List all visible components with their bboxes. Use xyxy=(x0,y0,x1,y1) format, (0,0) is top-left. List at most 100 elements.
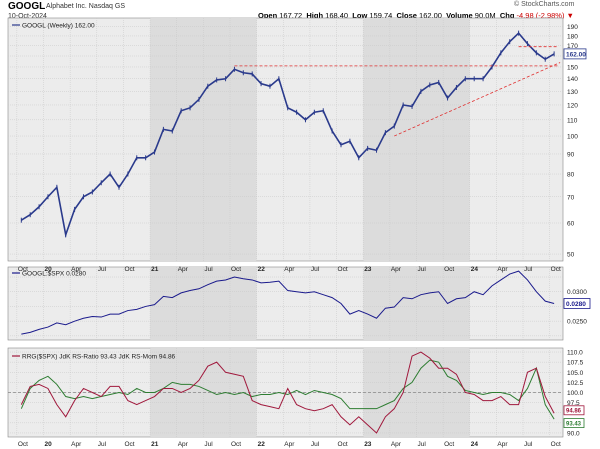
x-axis-tick-label: Oct xyxy=(551,266,561,273)
ratio-last-value: 0.0280 xyxy=(566,301,586,308)
rrg-last-value-box xyxy=(563,405,585,416)
x-axis-tick-label: Oct xyxy=(18,266,28,273)
open-value: 167.72 xyxy=(279,11,303,20)
rrg-y-tick-label: 97.5 xyxy=(567,400,580,407)
x-axis-tick-label: 20 xyxy=(45,441,53,448)
price-y-tick-label: 150 xyxy=(567,64,578,71)
brand-watermark: © StockCharts.com xyxy=(514,1,575,8)
x-axis-tick-label: 22 xyxy=(258,266,266,273)
x-axis-tick-label: Jul xyxy=(524,266,533,273)
x-axis-tick-label: Apr xyxy=(284,441,295,448)
ratio-series-line xyxy=(21,270,555,335)
rrg-series-line xyxy=(20,351,555,434)
x-axis-tick-label: Jul xyxy=(204,441,213,448)
x-axis-tick-label: Jul xyxy=(524,441,533,448)
x-axis-tick-label: Jul xyxy=(98,441,107,448)
price-y-tick-label: 80 xyxy=(567,172,575,179)
x-axis-tick-label: Apr xyxy=(497,266,508,273)
ohlc-readout: Open 167.72 High 168.40 Low 159.74 Close… xyxy=(258,11,574,20)
price-y-tick-label: 60 xyxy=(567,221,575,228)
ratio-y-tick-label: 0.0250 xyxy=(567,319,587,326)
x-axis-tick-label: 23 xyxy=(364,441,372,448)
trend-line xyxy=(394,62,561,137)
volume-value: 90.0M xyxy=(474,11,496,20)
rrg-y-tick-label: 110.0 xyxy=(567,350,583,357)
price-y-tick-label: 170 xyxy=(567,43,578,50)
rrg-y-tick-label: 105.0 xyxy=(567,370,584,377)
ratio-last-value-box xyxy=(563,298,591,309)
price-y-tick-label: 70 xyxy=(567,194,575,201)
x-axis-tick-label: Oct xyxy=(231,441,241,448)
price-y-tick-label: 120 xyxy=(567,102,578,109)
price-last-value-box xyxy=(563,48,587,60)
x-axis-tick-label: Apr xyxy=(71,266,82,273)
x-axis-tick-label: 24 xyxy=(471,441,479,448)
close-label: Close xyxy=(396,11,417,20)
x-axis-tick-label: Oct xyxy=(444,266,454,273)
ratio-legend-label: GOOGL:$SPX 0.0280 xyxy=(22,271,86,278)
price-y-tick-label: 180 xyxy=(567,33,578,40)
chg-label: Chg xyxy=(499,11,515,20)
chg-value: -4.98 (-2.98%) xyxy=(516,11,565,20)
rrg-y-tick-label: 100.0 xyxy=(567,390,584,397)
price-y-tick-label: 50 xyxy=(567,252,575,259)
x-axis-tick-label: Jul xyxy=(204,266,213,273)
volume-label: Volume xyxy=(446,11,473,20)
x-axis-tick-label: 23 xyxy=(364,266,372,273)
low-label: Low xyxy=(352,11,368,20)
x-axis-tick-label: Jul xyxy=(98,266,107,273)
ratio-y-tick-label: 0.0300 xyxy=(567,289,587,296)
price-y-tick-label: 90 xyxy=(567,151,575,158)
x-axis-tick-label: 20 xyxy=(45,266,53,273)
x-axis-tick-label: Apr xyxy=(391,266,402,273)
x-axis-tick-label: Apr xyxy=(497,441,508,448)
x-axis-tick-label: Oct xyxy=(231,266,241,273)
rrg-y-tick-label: 90.0 xyxy=(567,430,580,437)
x-axis-tick-label: Apr xyxy=(178,266,189,273)
panel-2-background xyxy=(7,266,564,341)
x-axis-tick-label: Oct xyxy=(444,441,454,448)
ticker-symbol: GOOGL xyxy=(8,1,46,12)
price-y-tick-label: 100 xyxy=(567,134,578,141)
price-legend-label: GOOGL (Weekly) 162.00 xyxy=(22,23,95,30)
rrg-last-value: 93.43 xyxy=(566,421,582,427)
price-y-tick-label: 130 xyxy=(567,89,578,96)
x-axis-tick-label: Oct xyxy=(551,441,561,448)
open-label: Open xyxy=(258,11,278,20)
rrg-y-tick-label: 107.5 xyxy=(567,360,584,367)
x-axis-tick-label: Jul xyxy=(417,441,426,448)
x-axis-tick-label: Jul xyxy=(417,266,426,273)
x-axis-tick-label: Oct xyxy=(338,266,348,273)
x-axis-tick-label: Jul xyxy=(311,266,320,273)
price-y-tick-label: 110 xyxy=(567,117,578,124)
company-name: Alphabet Inc. Nasdaq GS xyxy=(46,3,125,10)
x-axis-tick-label: 21 xyxy=(151,441,159,448)
x-axis-tick-label: Apr xyxy=(391,441,402,448)
x-axis-tick-label: Apr xyxy=(284,266,295,273)
x-axis-tick-label: Oct xyxy=(18,441,28,448)
price-last-value: 162.00 xyxy=(566,51,586,58)
price-y-tick-label: 140 xyxy=(567,76,578,83)
x-axis-tick-label: Oct xyxy=(124,441,134,448)
chart-date: 10-Oct-2024 xyxy=(8,13,47,20)
low-value: 159.74 xyxy=(369,11,393,20)
x-axis-tick-label: Oct xyxy=(124,266,134,273)
rrg-legend-label: RRG($SPX) JdK RS-Ratio 93.43 JdK RS-Mom … xyxy=(22,354,176,361)
panel-1-background xyxy=(7,17,564,262)
x-axis-tick-label: Apr xyxy=(178,441,189,448)
x-axis-tick-label: 21 xyxy=(151,266,159,273)
rrg-series-line xyxy=(20,359,555,420)
x-axis-tick-label: Apr xyxy=(71,441,82,448)
x-axis-tick-label: Oct xyxy=(338,441,348,448)
price-y-tick-label: 190 xyxy=(567,24,578,31)
close-value: 162.00 xyxy=(419,11,442,20)
x-axis-tick-label: 22 xyxy=(258,441,266,448)
rrg-last-value: 94.86 xyxy=(566,409,582,415)
x-axis-tick-label: 24 xyxy=(471,266,479,273)
high-label: High xyxy=(306,11,324,20)
down-arrow-icon: ▼ xyxy=(566,11,574,20)
rrg-y-tick-label: 102.5 xyxy=(567,380,584,387)
high-value: 168.40 xyxy=(325,11,349,20)
rrg-last-value-box xyxy=(563,418,585,428)
